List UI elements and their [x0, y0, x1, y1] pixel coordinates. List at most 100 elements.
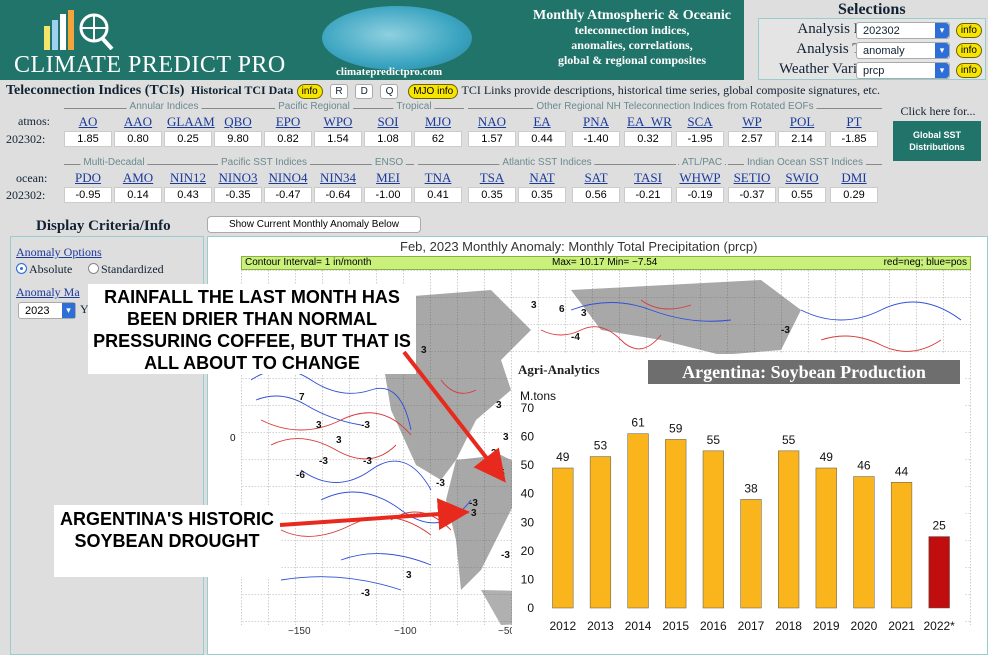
tci-value-tsa: 0.35	[468, 187, 516, 203]
weather-variable-row: Weather Variable prcp info	[762, 61, 984, 81]
contour-interval: Contour Interval= 1 in/month	[245, 257, 372, 268]
tci-link-nin12[interactable]: NIN12	[169, 170, 207, 185]
tci-value-nat: 0.35	[518, 187, 566, 203]
group-multi-decadal: Multi-Decadal	[64, 157, 164, 168]
desc-line: teleconnection indices,	[574, 23, 690, 37]
tci-link-nat[interactable]: NAT	[529, 170, 555, 185]
analysis-type-info-button[interactable]: info	[955, 43, 982, 58]
tci-link-whwp[interactable]: WHWP	[679, 170, 721, 185]
tci-link-sat[interactable]: SAT	[584, 170, 608, 185]
y-tick-label: 60	[521, 430, 535, 444]
bar-value-label: 46	[857, 459, 871, 473]
absolute-radio[interactable]: Absolute	[16, 262, 72, 277]
analysis-type-select[interactable]: anomaly	[856, 42, 950, 59]
tci-link-nino3[interactable]: NINO3	[218, 170, 258, 185]
tci-link-pol[interactable]: POL	[789, 114, 815, 129]
bar-value-label: 25	[933, 519, 947, 533]
analysis-date-info-button[interactable]: info	[955, 23, 982, 38]
soybean-drought-callout: ARGENTINA'S HISTORIC SOYBEAN DROUGHT	[54, 505, 280, 577]
tci-link-amo[interactable]: AMO	[122, 170, 154, 185]
tci-value-ea: 0.44	[518, 131, 566, 147]
header-description: Monthly Atmospheric & Oceanic teleconnec…	[520, 8, 744, 68]
bar-value-label: 49	[820, 450, 834, 464]
tci-link-ea_wr[interactable]: EA_WR	[627, 114, 672, 129]
contour-label: 3	[491, 448, 497, 459]
tci-link-nin34[interactable]: NIN34	[319, 170, 357, 185]
tci-info-button[interactable]: info	[296, 84, 323, 99]
weather-variable-select[interactable]: prcp	[856, 62, 950, 79]
contour-label: -3	[319, 456, 328, 467]
soybean-chart-panel	[512, 354, 964, 636]
bar-value-label: 53	[594, 439, 608, 453]
tci-link-setio[interactable]: SETIO	[733, 170, 771, 185]
tci-value-pdo: -0.95	[64, 187, 112, 203]
bar-2015	[665, 439, 687, 609]
tci-value-tna: 0.41	[414, 187, 462, 203]
tci-link-wp[interactable]: WP	[742, 114, 762, 129]
bar-2019	[815, 467, 837, 609]
tci-link-swio[interactable]: SWIO	[785, 170, 819, 185]
map-title: Feb, 2023 Monthly Anomaly: Monthly Total…	[400, 239, 758, 254]
tci-link-nao[interactable]: NAO	[477, 114, 507, 129]
x-tick-label: 2019	[813, 619, 840, 633]
tci-link-tna[interactable]: TNA	[424, 170, 452, 185]
global-sst-distributions-button[interactable]: Global SST Distributions	[893, 121, 981, 161]
contour-label: -6	[296, 470, 305, 481]
drier-than-normal-callout: RAINFALL THE LAST MONTH HAS BEEN DRIER T…	[88, 284, 416, 374]
group-annular: Annular Indices	[64, 101, 264, 112]
x-tick-label: 2016	[700, 619, 727, 633]
analysis-date-select[interactable]: 202302	[856, 22, 950, 39]
tci-link-mjo[interactable]: MJO	[424, 114, 451, 129]
atmos-row-label: atmos:	[18, 114, 50, 128]
tci-link-nino4[interactable]: NINO4	[268, 170, 308, 185]
desc-line: global & regional composites	[557, 53, 707, 67]
tci-link-ao[interactable]: AO	[78, 114, 98, 129]
radio-unselected-icon[interactable]	[88, 263, 99, 274]
tci-link-epo[interactable]: EPO	[275, 114, 301, 129]
tci-link-tsa[interactable]: TSA	[479, 170, 505, 185]
y-tick-label: 0	[527, 601, 534, 615]
show-current-anomaly-button[interactable]: Show Current Monthly Anomaly Below	[207, 216, 421, 233]
bar-2017	[740, 499, 762, 609]
group-label: Pacific Regional	[275, 101, 353, 112]
weather-variable-info-button[interactable]: info	[955, 63, 982, 78]
anomaly-options-link[interactable]: Anomaly Options	[16, 245, 102, 259]
tci-header: Teleconnection Indices (TCIs) Historical…	[6, 82, 988, 99]
tci-link-qbo[interactable]: QBO	[224, 114, 252, 129]
contour-label: -4	[571, 332, 580, 343]
contour-label: 3	[471, 508, 477, 519]
group-label: Indian Ocean SST Indices	[744, 157, 866, 168]
tci-link-pdo[interactable]: PDO	[74, 170, 101, 185]
contour-label: 5	[499, 468, 505, 479]
year-select[interactable]: 2023	[18, 302, 76, 319]
site-url[interactable]: climatepredictpro.com	[336, 66, 443, 78]
tci-q-button[interactable]: Q	[380, 84, 399, 99]
tci-value-pt: -1.85	[830, 131, 878, 147]
tci-link-pna[interactable]: PNA	[582, 114, 609, 129]
tci-link-mei[interactable]: MEI	[376, 170, 400, 185]
tci-link-dmi[interactable]: DMI	[841, 170, 867, 185]
anomaly-map-link[interactable]: Anomaly Ma	[16, 285, 80, 299]
tci-link-glaam[interactable]: GLAAM	[167, 114, 215, 129]
display-criteria-title: Display Criteria/Info	[36, 218, 171, 234]
x-tick-label: 2018	[775, 619, 802, 633]
tci-value-mei: -1.00	[364, 187, 412, 203]
tci-link-sca[interactable]: SCA	[687, 114, 713, 129]
tci-value-pol: 2.14	[778, 131, 826, 147]
tci-links-description: TCI Links provide descriptions, historic…	[461, 83, 881, 97]
tci-link-wpo[interactable]: WPO	[323, 114, 353, 129]
tci-link-tasi[interactable]: TASI	[634, 170, 662, 185]
tci-link-ea[interactable]: EA	[533, 114, 551, 129]
standardized-radio[interactable]: Standardized	[88, 262, 164, 277]
tci-link-soi[interactable]: SOI	[377, 114, 399, 129]
bar-value-label: 49	[556, 450, 570, 464]
tci-link-pt[interactable]: PT	[846, 114, 862, 129]
tci-d-button[interactable]: D	[355, 84, 374, 99]
contour-label: -3	[501, 550, 510, 561]
tci-r-button[interactable]: R	[329, 84, 348, 99]
atmos-date-label: 202302:	[6, 132, 46, 146]
tci-value-setio: -0.37	[728, 187, 776, 203]
radio-selected-icon[interactable]	[16, 263, 27, 274]
mjo-info-button[interactable]: MJO info	[408, 84, 459, 99]
tci-link-aao[interactable]: AAO	[123, 114, 153, 129]
